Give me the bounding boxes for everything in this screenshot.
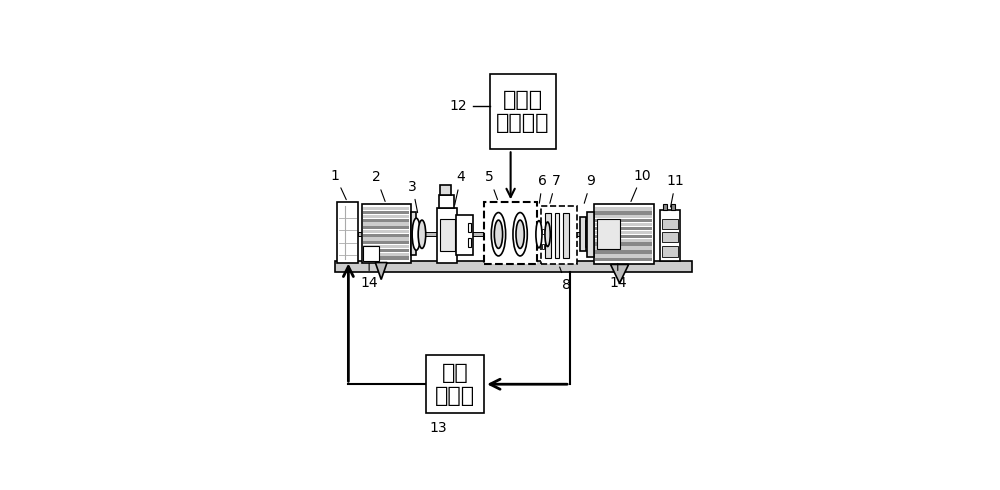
Bar <box>595 239 652 242</box>
Bar <box>662 219 678 228</box>
Polygon shape <box>375 263 387 279</box>
Bar <box>440 185 451 195</box>
Bar <box>363 245 379 261</box>
Text: 12: 12 <box>450 99 467 113</box>
Bar <box>563 213 569 258</box>
Bar <box>363 215 409 218</box>
Bar <box>595 207 652 211</box>
Bar <box>363 238 409 241</box>
Bar <box>468 223 471 232</box>
Bar <box>595 258 652 261</box>
Bar <box>363 241 409 245</box>
Text: 5: 5 <box>485 171 498 199</box>
Text: 11: 11 <box>667 174 685 207</box>
Bar <box>595 227 652 230</box>
Text: 7: 7 <box>550 174 560 203</box>
Bar <box>595 215 652 219</box>
Ellipse shape <box>412 218 420 250</box>
Bar <box>671 204 675 210</box>
Bar <box>597 219 620 249</box>
Text: 2: 2 <box>372 171 385 201</box>
Bar <box>363 234 409 237</box>
Bar <box>363 245 409 248</box>
Text: 负载
传感器: 负载 传感器 <box>435 363 475 406</box>
Bar <box>595 231 652 234</box>
Bar <box>555 213 559 258</box>
Text: 4: 4 <box>455 171 465 205</box>
Ellipse shape <box>513 213 527 256</box>
Text: 3: 3 <box>408 180 418 213</box>
Bar <box>363 222 409 225</box>
Ellipse shape <box>418 220 426 248</box>
Text: 1: 1 <box>331 169 346 199</box>
Bar <box>580 217 586 251</box>
Ellipse shape <box>516 220 524 248</box>
Bar <box>437 208 457 263</box>
Ellipse shape <box>494 220 503 248</box>
Text: 8: 8 <box>560 267 571 292</box>
Bar <box>439 195 454 208</box>
Bar <box>595 243 652 246</box>
Bar <box>363 256 409 260</box>
Text: 10: 10 <box>631 169 651 201</box>
Bar <box>660 210 680 261</box>
Ellipse shape <box>545 222 550 246</box>
Bar <box>363 211 409 214</box>
Bar <box>456 216 473 255</box>
Bar <box>542 244 544 249</box>
Bar <box>337 202 358 263</box>
Bar <box>335 261 692 272</box>
Ellipse shape <box>536 220 542 248</box>
Bar <box>358 232 592 236</box>
Bar <box>468 238 471 247</box>
Bar <box>363 226 409 229</box>
Bar <box>662 245 678 257</box>
Bar <box>595 211 652 215</box>
Bar <box>484 202 537 265</box>
Bar <box>363 207 409 211</box>
Bar <box>440 219 455 251</box>
Text: 离合器
执行机构: 离合器 执行机构 <box>496 90 550 133</box>
Bar <box>363 249 409 252</box>
Bar <box>542 228 544 234</box>
Bar <box>541 206 577 265</box>
Text: 6: 6 <box>538 174 547 203</box>
Bar <box>595 223 652 226</box>
Bar <box>587 212 594 257</box>
Bar <box>545 213 551 258</box>
Bar <box>595 250 652 254</box>
Ellipse shape <box>491 213 506 256</box>
Polygon shape <box>611 265 629 283</box>
Bar <box>426 355 484 414</box>
Text: 13: 13 <box>429 421 447 435</box>
Bar <box>595 254 652 258</box>
Bar <box>594 204 654 265</box>
Bar <box>490 74 556 149</box>
Bar <box>586 221 590 247</box>
Bar <box>595 246 652 250</box>
Text: 14: 14 <box>360 264 378 290</box>
Text: 14: 14 <box>609 264 627 290</box>
Bar <box>411 212 416 255</box>
Bar <box>363 230 409 233</box>
Text: 9: 9 <box>584 174 595 203</box>
Bar <box>662 232 678 242</box>
Bar <box>363 219 409 222</box>
Bar <box>362 204 411 263</box>
Bar <box>595 235 652 238</box>
Bar <box>595 219 652 222</box>
Bar <box>663 204 667 210</box>
Bar <box>363 252 409 256</box>
